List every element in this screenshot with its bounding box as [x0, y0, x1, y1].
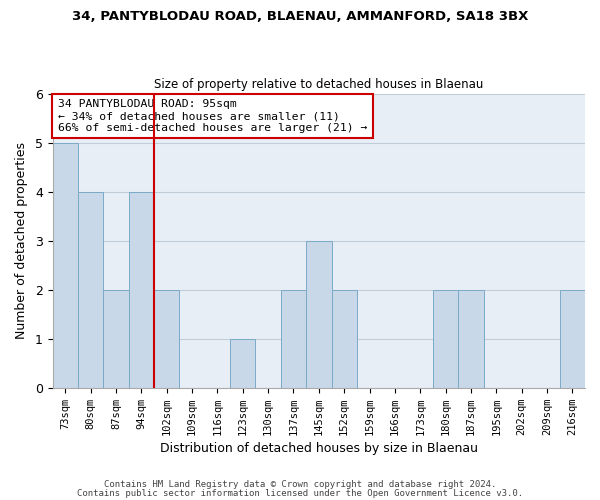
Bar [458, 290, 484, 388]
Bar [306, 240, 332, 388]
X-axis label: Distribution of detached houses by size in Blaenau: Distribution of detached houses by size … [160, 442, 478, 455]
Bar [78, 192, 103, 388]
Text: 34 PANTYBLODAU ROAD: 95sqm
← 34% of detached houses are smaller (11)
66% of semi: 34 PANTYBLODAU ROAD: 95sqm ← 34% of deta… [58, 100, 367, 132]
Bar [154, 290, 179, 388]
Title: Size of property relative to detached houses in Blaenau: Size of property relative to detached ho… [154, 78, 484, 91]
Bar [53, 142, 78, 388]
Bar [103, 290, 129, 388]
Bar [129, 192, 154, 388]
Bar [560, 290, 585, 388]
Bar [281, 290, 306, 388]
Bar [230, 339, 256, 388]
Text: 34, PANTYBLODAU ROAD, BLAENAU, AMMANFORD, SA18 3BX: 34, PANTYBLODAU ROAD, BLAENAU, AMMANFORD… [72, 10, 528, 23]
Text: Contains HM Land Registry data © Crown copyright and database right 2024.: Contains HM Land Registry data © Crown c… [104, 480, 496, 489]
Bar [332, 290, 357, 388]
Bar [433, 290, 458, 388]
Text: Contains public sector information licensed under the Open Government Licence v3: Contains public sector information licen… [77, 489, 523, 498]
Y-axis label: Number of detached properties: Number of detached properties [15, 142, 28, 339]
